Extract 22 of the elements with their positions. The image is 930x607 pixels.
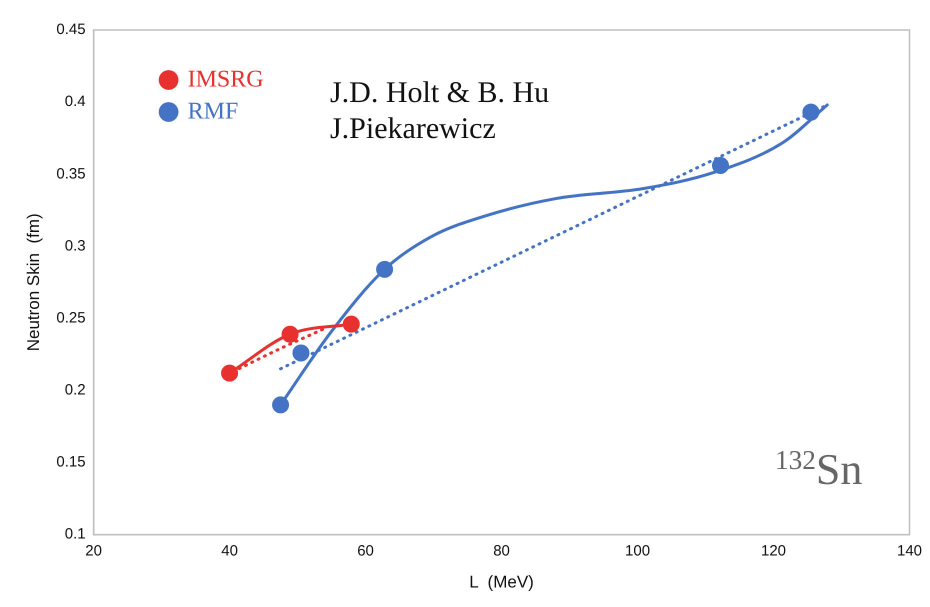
x-tick-label: 20 xyxy=(85,542,102,560)
y-tick-label: 0.25 xyxy=(56,309,86,326)
y-tick-label: 0.3 xyxy=(64,237,86,254)
annotation: $^{132}$Sn xyxy=(775,445,862,494)
x-tick-label: 80 xyxy=(493,542,510,560)
y-tick-label: 0.15 xyxy=(56,454,86,471)
annotation: J.Piekarewicz xyxy=(330,112,496,145)
y-tick-label: 0.45 xyxy=(56,21,86,38)
x-tick-label: 40 xyxy=(221,542,238,560)
x-tick-label: 120 xyxy=(760,542,786,560)
x-tick-label: 100 xyxy=(625,542,650,560)
legend-label: RMF xyxy=(188,98,238,124)
legend-label: IMSRG xyxy=(188,66,264,92)
x-tick-label: 140 xyxy=(896,542,922,560)
y-tick-label: 0.35 xyxy=(56,165,86,182)
y-tick-label: 0.2 xyxy=(64,382,86,399)
y-tick-label: 0.4 xyxy=(64,93,86,110)
x-tick-label: 60 xyxy=(357,542,374,560)
y-axis-title: Neutron Skin (fm) xyxy=(24,213,43,352)
x-axis-title: L (MeV) xyxy=(469,572,534,592)
y-tick-label: 0.1 xyxy=(64,526,86,543)
annotation: J.D. Holt & B. Hu xyxy=(330,76,550,109)
